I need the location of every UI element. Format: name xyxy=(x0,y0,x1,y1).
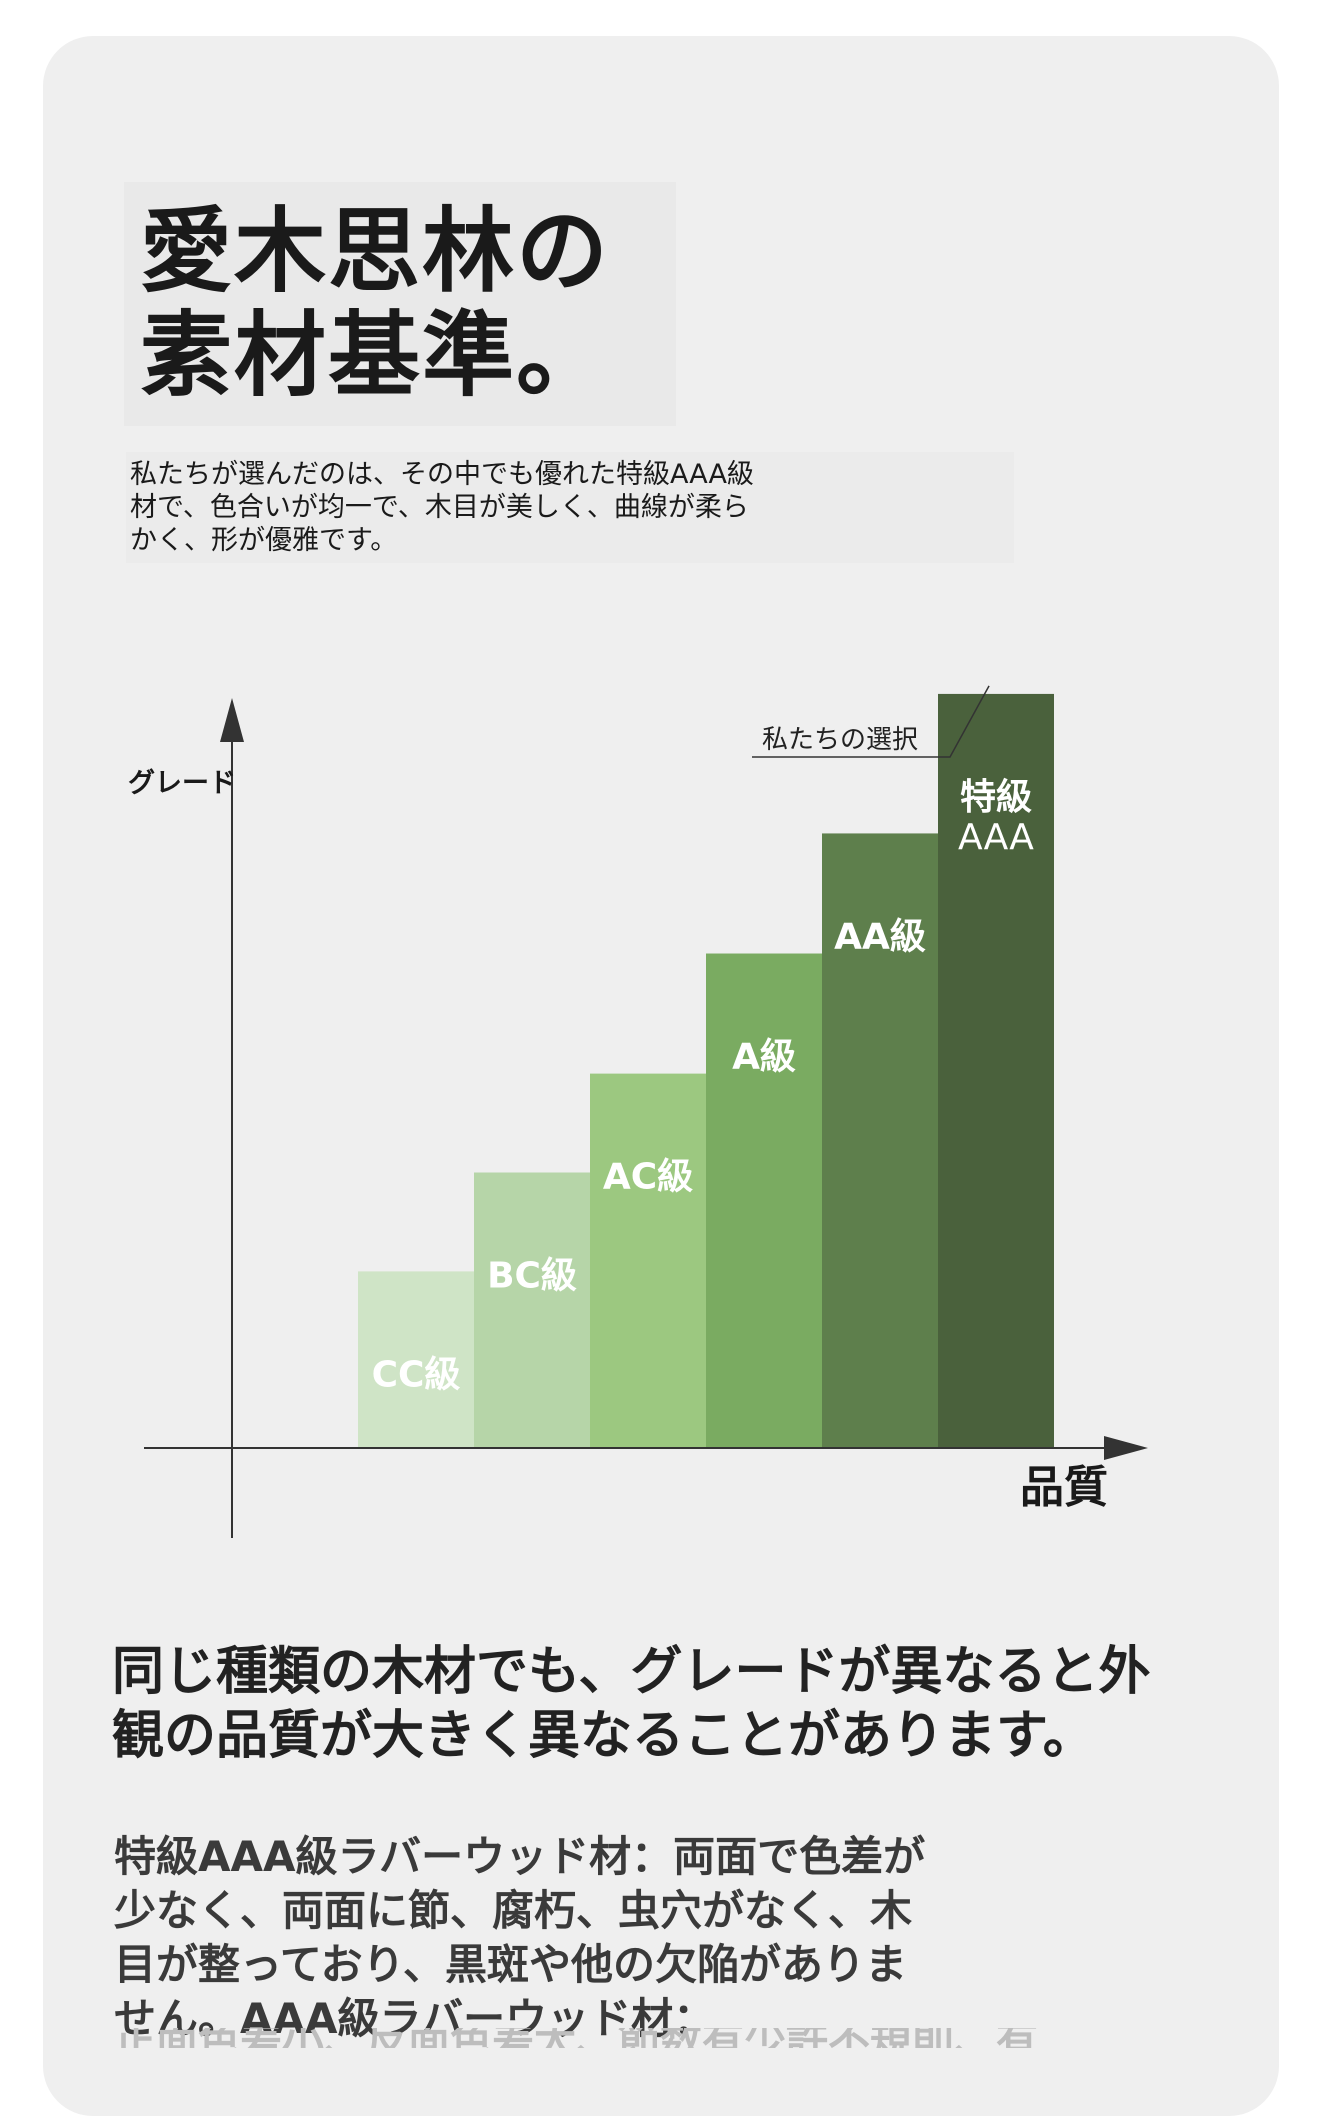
bar-label-2: BC級 xyxy=(487,1256,577,1297)
description-line: 特級AAA級ラバーウッド材：両面で色差が xyxy=(114,1832,926,1881)
grade-chart: CC級 BC級 AC級 A級 AA級 特級AAA グレード 品質 私たちの選択 xyxy=(128,685,1148,1538)
x-axis-label: 品質 xyxy=(1020,1462,1108,1513)
bar-6 xyxy=(938,693,1054,1448)
intro-line: 材で、色合いが均一で、木目が美しく、曲線が柔ら xyxy=(130,492,749,523)
title-line: 愛木思林の xyxy=(140,198,611,305)
faded-text: 正面色差小、反面色差大、節数有少許不規則、有黒斑 xyxy=(114,2028,1044,2048)
bar-label-3: AC級 xyxy=(603,1157,693,1198)
annotation-text: 私たちの選択 xyxy=(762,725,918,755)
bar-label-1: CC級 xyxy=(372,1354,461,1395)
intro-line: 私たちが選んだのは、その中でも優れた特級AAA級 xyxy=(130,459,754,490)
chart-bar-labels: CC級 BC級 AC級 A級 AA級 特級AAA xyxy=(372,777,1035,1395)
bar-label-4: A級 xyxy=(732,1037,796,1078)
chart-bars xyxy=(358,693,1054,1448)
page-title: 愛木思林の 素材基準。 xyxy=(124,182,676,426)
bar-4 xyxy=(706,953,822,1448)
bar-3 xyxy=(590,1073,706,1448)
bar-label-6: 特級 xyxy=(960,777,1032,818)
annotation-leader-line xyxy=(752,685,990,758)
intro-line: かく、形が優雅です。 xyxy=(130,525,398,556)
y-axis-arrow xyxy=(220,698,244,742)
section-headline: 同じ種類の木材でも、グレードが異なると外 観の品質が大きく異なることがあります。 xyxy=(112,1640,1302,1768)
bar-label-5: AA級 xyxy=(834,916,926,957)
bar-1 xyxy=(358,1271,474,1448)
grade-description: 特級AAA級ラバーウッド材：両面で色差が 少なく、両面に節、腐朽、虫穴がなく、木… xyxy=(114,1830,1044,2046)
x-axis-arrow xyxy=(1104,1436,1148,1460)
intro-paragraph: 私たちが選んだのは、その中でも優れた特級AAA級 材で、色合いが均一で、木目が美… xyxy=(126,452,1014,563)
bar-2 xyxy=(474,1172,590,1448)
description-line: 目が整っており、黒斑や他の欠陥がありま xyxy=(114,1940,907,1989)
bar-5 xyxy=(822,833,938,1448)
headline-line: 観の品質が大きく異なることがあります。 xyxy=(112,1706,1095,1766)
description-line: 少なく、両面に節、腐朽、虫穴がなく、木 xyxy=(114,1886,913,1935)
title-line: 素材基準。 xyxy=(140,302,611,409)
description-line: せん。AAA級ラバーウッド材： xyxy=(114,1994,716,2043)
headline-line: 同じ種類の木材でも、グレードが異なると外 xyxy=(112,1642,1151,1702)
y-axis-label: グレード xyxy=(128,767,236,799)
bar-label-6: AAA xyxy=(958,817,1034,858)
faded-text-line: 正面色差小、反面色差大、節数有少許不規則、有黒斑 xyxy=(114,2028,1044,2048)
